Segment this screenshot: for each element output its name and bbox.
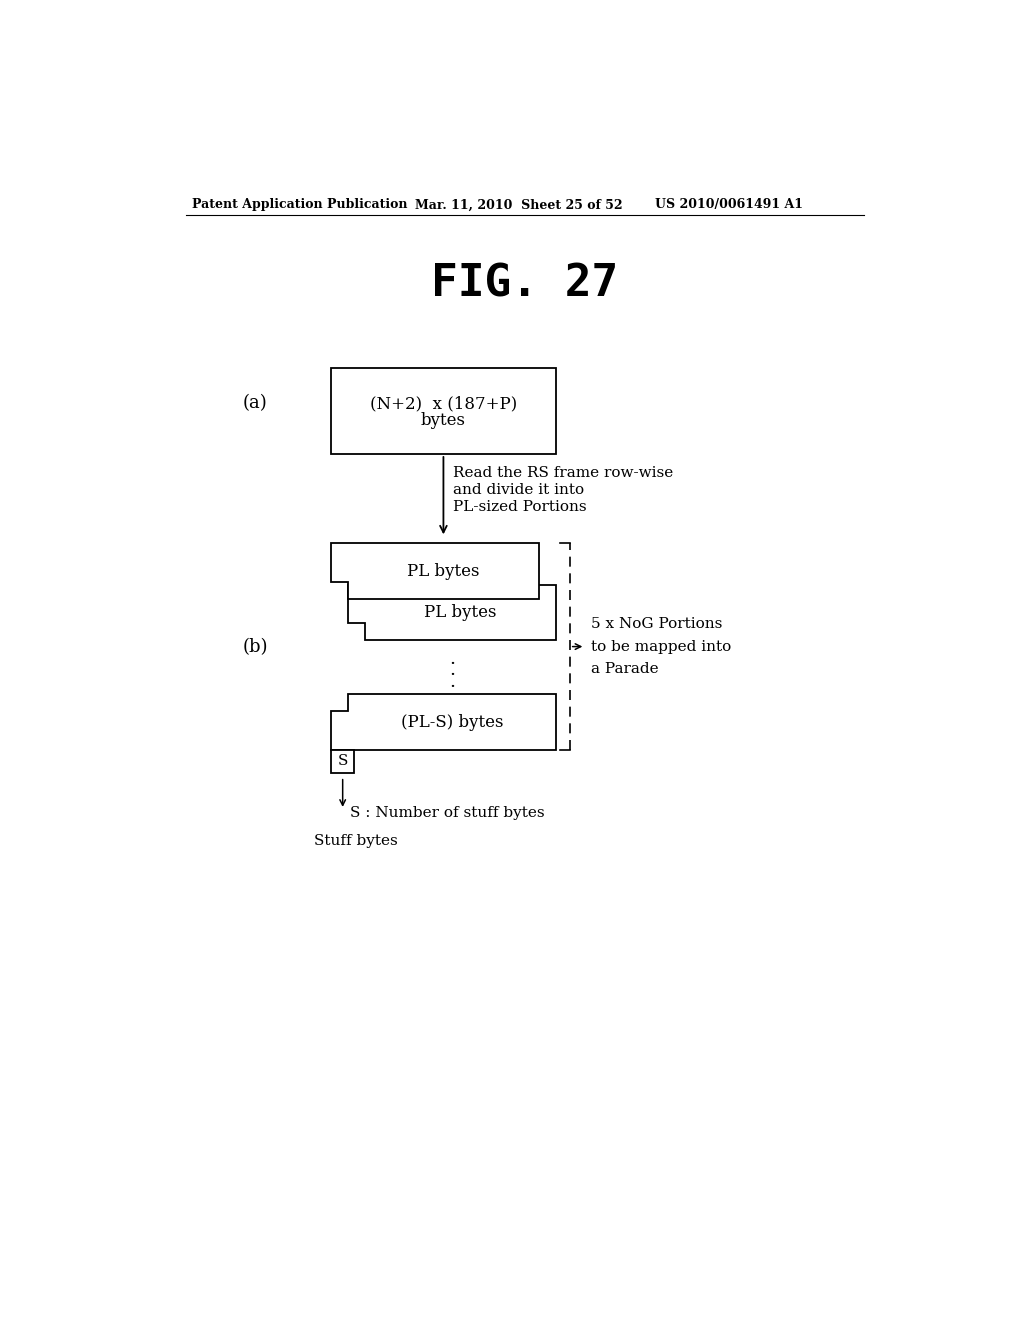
Text: bytes: bytes [421, 412, 466, 429]
Text: PL-sized Portions: PL-sized Portions [453, 500, 587, 515]
Text: Patent Application Publication: Patent Application Publication [191, 198, 408, 211]
Text: (a): (a) [243, 395, 267, 412]
Text: S: S [338, 754, 348, 768]
Text: (PL-S) bytes: (PL-S) bytes [400, 714, 503, 730]
Polygon shape [331, 694, 556, 750]
Text: (N+2)  x (187+P): (N+2) x (187+P) [370, 396, 517, 413]
Text: PL bytes: PL bytes [408, 562, 479, 579]
Text: and divide it into: and divide it into [453, 483, 584, 498]
Polygon shape [331, 544, 539, 599]
Text: US 2010/0061491 A1: US 2010/0061491 A1 [655, 198, 803, 211]
Text: PL bytes: PL bytes [424, 605, 497, 622]
Text: to be mapped into: to be mapped into [592, 640, 732, 653]
Text: Read the RS frame row-wise: Read the RS frame row-wise [453, 466, 673, 480]
Text: FIG. 27: FIG. 27 [431, 263, 618, 305]
Bar [331, 750, 354, 774]
Text: Stuff bytes: Stuff bytes [314, 834, 397, 849]
Bar [331, 368, 556, 454]
Text: 5 x NoG Portions: 5 x NoG Portions [592, 618, 723, 631]
Text: ·: · [449, 655, 455, 672]
Text: (b): (b) [243, 638, 268, 656]
Text: ·: · [449, 667, 455, 684]
Text: ·: · [449, 677, 455, 696]
Text: a Parade: a Parade [592, 663, 659, 676]
Text: Mar. 11, 2010  Sheet 25 of 52: Mar. 11, 2010 Sheet 25 of 52 [415, 198, 623, 211]
Text: S : Number of stuff bytes: S : Number of stuff bytes [350, 807, 545, 820]
Polygon shape [348, 585, 556, 640]
